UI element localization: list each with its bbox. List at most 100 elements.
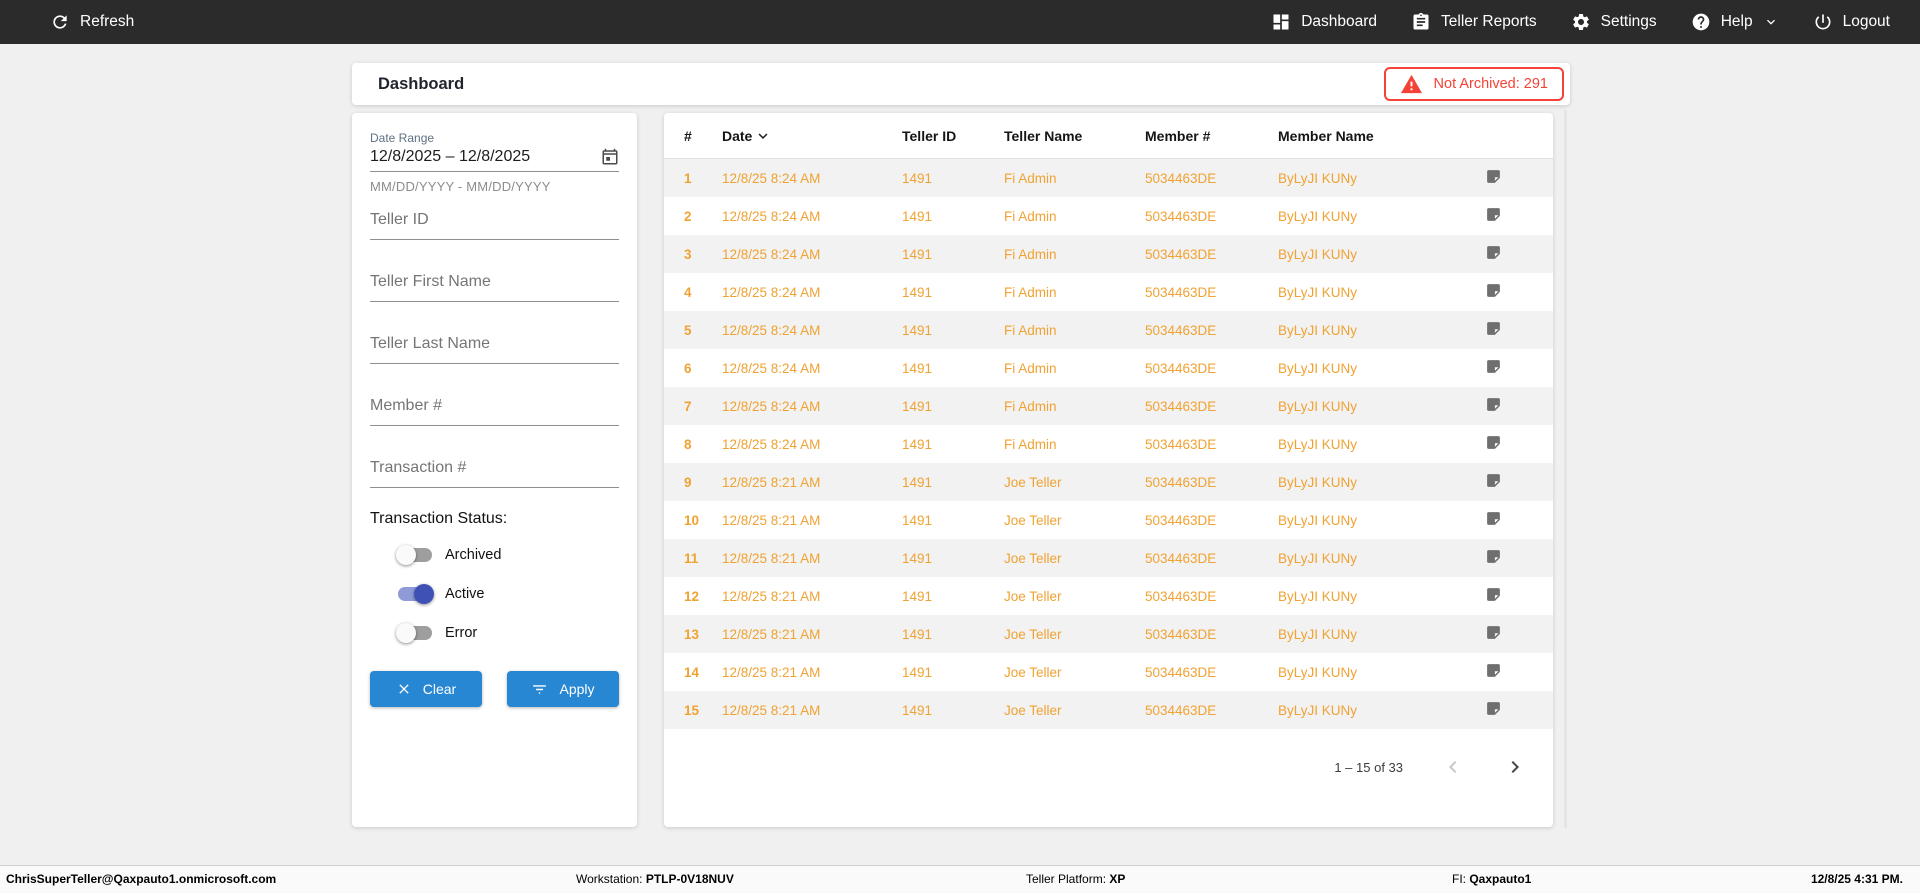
cell-row-number: 12 — [684, 588, 700, 604]
table-row[interactable]: 8 12/8/25 8:24 AM 1491 Fi Admin 5034463D… — [664, 425, 1553, 463]
nav-settings[interactable]: Settings — [1571, 12, 1657, 32]
toggle-archived-switch[interactable] — [396, 545, 432, 565]
nav-logout-label: Logout — [1842, 13, 1890, 30]
table-row[interactable]: 2 12/8/25 8:24 AM 1491 Fi Admin 5034463D… — [664, 197, 1553, 235]
nav-help[interactable]: Help — [1691, 12, 1779, 32]
cell-date: 12/8/25 8:21 AM — [722, 702, 821, 718]
nav-teller-reports[interactable]: Teller Reports — [1411, 12, 1537, 32]
table-row[interactable]: 14 12/8/25 8:21 AM 1491 Joe Teller 50344… — [664, 653, 1553, 691]
logged-in-user: ChrisSuperTeller@Qaxpauto1.onmicrosoft.c… — [6, 872, 277, 886]
not-archived-badge[interactable]: Not Archived: 291 — [1383, 67, 1564, 101]
warning-icon — [1400, 73, 1423, 96]
table-row[interactable]: 3 12/8/25 8:24 AM 1491 Fi Admin 5034463D… — [664, 235, 1553, 273]
note-icon[interactable] — [1485, 510, 1503, 528]
note-icon[interactable] — [1485, 548, 1503, 566]
note-icon[interactable] — [1485, 282, 1503, 300]
note-icon[interactable] — [1485, 434, 1503, 452]
transaction-number-input[interactable] — [370, 459, 619, 488]
note-icon[interactable] — [1485, 168, 1503, 186]
cell-member-number: 5034463DE — [1145, 246, 1217, 262]
apply-button[interactable]: Apply — [507, 671, 619, 707]
cell-row-number: 13 — [684, 626, 700, 642]
cell-member-name: ByLyJI KUNy — [1278, 474, 1358, 490]
content-scrollbar[interactable] — [1564, 110, 1567, 828]
cell-member-number: 5034463DE — [1145, 436, 1217, 452]
note-icon[interactable] — [1485, 662, 1503, 680]
nav-logout[interactable]: Logout — [1813, 12, 1890, 32]
teller-first-name-input[interactable] — [370, 273, 619, 302]
member-number-input[interactable] — [370, 397, 619, 426]
cell-member-name: ByLyJI KUNy — [1278, 398, 1358, 414]
teller-id-input[interactable] — [370, 211, 619, 240]
next-page-button[interactable] — [1503, 755, 1527, 779]
table-row[interactable]: 9 12/8/25 8:21 AM 1491 Joe Teller 503446… — [664, 463, 1553, 501]
fi-info: FI: Qaxpauto1 — [1452, 872, 1532, 886]
clear-button[interactable]: Clear — [370, 671, 482, 707]
previous-page-button[interactable] — [1441, 755, 1465, 779]
cell-teller-name: Joe Teller — [1004, 626, 1062, 642]
fi-value: Qaxpauto1 — [1469, 872, 1532, 886]
cell-date: 12/8/25 8:21 AM — [722, 626, 821, 642]
table-body: 1 12/8/25 8:24 AM 1491 Fi Admin 5034463D… — [664, 159, 1553, 729]
table-row[interactable]: 7 12/8/25 8:24 AM 1491 Fi Admin 5034463D… — [664, 387, 1553, 425]
note-icon[interactable] — [1485, 700, 1503, 718]
table-row[interactable]: 11 12/8/25 8:21 AM 1491 Joe Teller 50344… — [664, 539, 1553, 577]
cell-member-name: ByLyJI KUNy — [1278, 512, 1358, 528]
status-footer: ChrisSuperTeller@Qaxpauto1.onmicrosoft.c… — [0, 865, 1920, 893]
toggle-error-switch[interactable] — [396, 623, 432, 643]
cell-teller-name: Fi Admin — [1004, 322, 1057, 338]
teller-last-name-input[interactable] — [370, 335, 619, 364]
table-row[interactable]: 4 12/8/25 8:24 AM 1491 Fi Admin 5034463D… — [664, 273, 1553, 311]
sort-descending-icon — [754, 127, 772, 145]
gear-icon — [1571, 12, 1591, 32]
table-row[interactable]: 10 12/8/25 8:21 AM 1491 Joe Teller 50344… — [664, 501, 1553, 539]
chevron-down-icon — [1763, 14, 1779, 30]
cell-teller-id: 1491 — [902, 588, 933, 604]
cell-member-number: 5034463DE — [1145, 284, 1217, 300]
nav-dashboard-label: Dashboard — [1301, 13, 1378, 30]
cell-teller-name: Fi Admin — [1004, 436, 1057, 452]
toggle-error[interactable]: Error — [396, 621, 619, 645]
note-icon[interactable] — [1485, 206, 1503, 224]
refresh-button[interactable]: Refresh — [50, 12, 134, 32]
cell-date: 12/8/25 8:24 AM — [722, 170, 821, 186]
table-row[interactable]: 13 12/8/25 8:21 AM 1491 Joe Teller 50344… — [664, 615, 1553, 653]
pagination: 1 – 15 of 33 — [664, 755, 1553, 779]
cell-date: 12/8/25 8:21 AM — [722, 474, 821, 490]
note-icon[interactable] — [1485, 396, 1503, 414]
filter-icon — [531, 681, 548, 698]
toggle-archived-label: Archived — [445, 547, 502, 563]
pagination-range-label: 1 – 15 of 33 — [1334, 759, 1403, 775]
toggle-active[interactable]: Active — [398, 582, 619, 606]
note-icon[interactable] — [1485, 320, 1503, 338]
table-row[interactable]: 5 12/8/25 8:24 AM 1491 Fi Admin 5034463D… — [664, 311, 1553, 349]
table-row[interactable]: 15 12/8/25 8:21 AM 1491 Joe Teller 50344… — [664, 691, 1553, 729]
toggle-archived[interactable]: Archived — [396, 543, 619, 567]
teller-platform-value: XP — [1109, 872, 1126, 886]
cell-member-number: 5034463DE — [1145, 398, 1217, 414]
cell-teller-id: 1491 — [902, 360, 933, 376]
nav-dashboard[interactable]: Dashboard — [1271, 12, 1377, 32]
table-row[interactable]: 1 12/8/25 8:24 AM 1491 Fi Admin 5034463D… — [664, 159, 1553, 197]
transactions-table-card: # Date Teller ID Teller Name Member # Me… — [664, 113, 1553, 827]
refresh-icon — [50, 12, 70, 32]
cell-teller-name: Joe Teller — [1004, 474, 1062, 490]
toggle-active-switch[interactable] — [398, 584, 434, 604]
note-icon[interactable] — [1485, 586, 1503, 604]
table-row[interactable]: 6 12/8/25 8:24 AM 1491 Fi Admin 5034463D… — [664, 349, 1553, 387]
cell-row-number: 11 — [684, 550, 699, 566]
calendar-icon[interactable] — [601, 148, 619, 166]
cell-date: 12/8/25 8:24 AM — [722, 246, 821, 262]
date-range-value: 12/8/2025 – 12/8/2025 — [370, 148, 531, 165]
col-header-date[interactable]: Date — [722, 127, 902, 145]
col-header-teller-id: Teller ID — [902, 127, 957, 144]
date-range-field[interactable]: 12/8/2025 – 12/8/2025 — [370, 148, 619, 172]
cell-member-number: 5034463DE — [1145, 322, 1217, 338]
close-icon — [396, 681, 412, 697]
note-icon[interactable] — [1485, 472, 1503, 490]
workstation-info: Workstation: PTLP-0V18NUV — [576, 872, 734, 886]
table-row[interactable]: 12 12/8/25 8:21 AM 1491 Joe Teller 50344… — [664, 577, 1553, 615]
note-icon[interactable] — [1485, 358, 1503, 376]
note-icon[interactable] — [1485, 244, 1503, 262]
note-icon[interactable] — [1485, 624, 1503, 642]
